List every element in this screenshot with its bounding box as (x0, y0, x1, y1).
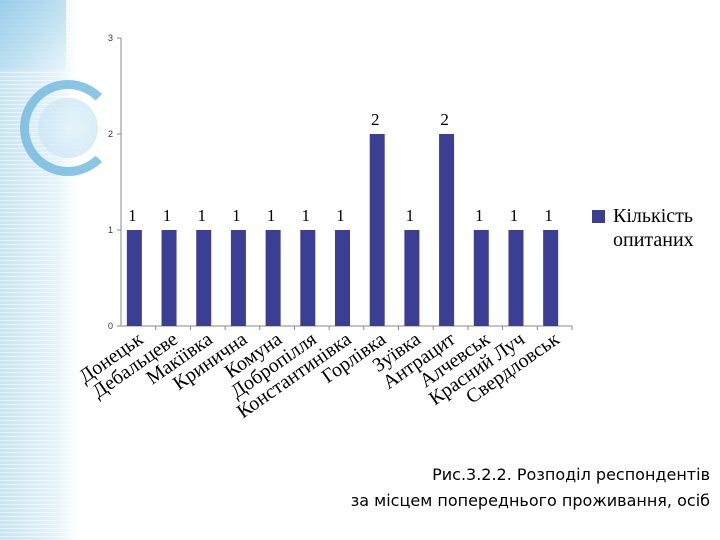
data-label: 2 (371, 110, 380, 129)
data-label: 1 (267, 206, 276, 225)
caption-line-1: Рис.3.2.2. Розподіл респондентів (432, 465, 710, 484)
data-label: 1 (510, 206, 519, 225)
bar (196, 230, 212, 326)
data-label: 1 (475, 206, 484, 225)
y-tick-label: 3 (108, 33, 113, 43)
bar (126, 230, 142, 326)
chart-legend: Кількість опитаних (592, 204, 720, 252)
legend-label: Кількість опитаних (613, 205, 694, 251)
bar (335, 230, 350, 326)
legend-swatch (592, 210, 605, 223)
figure-caption: Рис.3.2.2. Розподіл респондентів за місц… (300, 462, 710, 514)
data-label: 1 (128, 206, 137, 225)
data-label: 1 (232, 206, 241, 225)
bar (230, 230, 246, 326)
bar (543, 230, 559, 326)
decorative-circle (38, 98, 98, 158)
data-label: 1 (406, 206, 415, 225)
bar (439, 134, 455, 326)
bar (265, 230, 281, 326)
bar (161, 230, 177, 326)
bar (508, 230, 524, 326)
data-label: 1 (302, 206, 311, 225)
decorative-square (0, 0, 66, 70)
y-tick-label: 1 (108, 225, 113, 235)
data-label: 1 (197, 206, 206, 225)
data-label: 1 (336, 206, 345, 225)
bar (404, 230, 420, 326)
y-tick-label: 2 (108, 129, 113, 139)
bar (300, 230, 316, 326)
bar (473, 230, 489, 326)
bar (369, 134, 385, 326)
caption-line-2: за місцем попереднього проживання, осіб (350, 491, 710, 510)
data-label: 1 (544, 206, 553, 225)
data-label: 1 (163, 206, 172, 225)
y-tick-label: 0 (108, 321, 113, 331)
data-label: 2 (440, 110, 449, 129)
decorative-ring (20, 80, 116, 176)
